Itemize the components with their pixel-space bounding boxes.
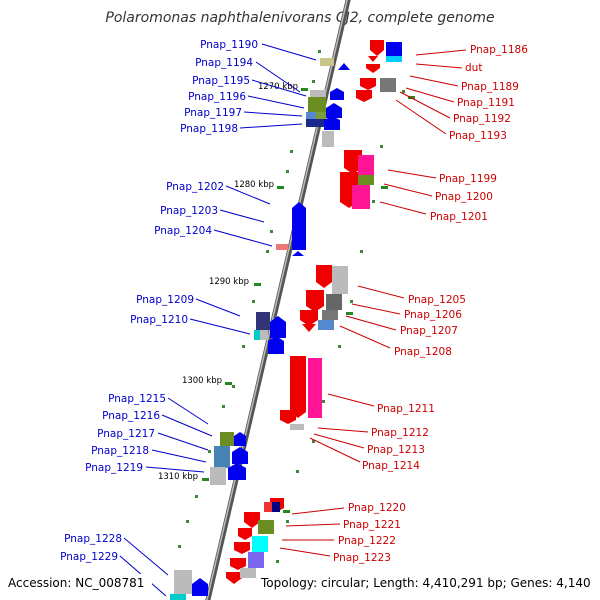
- gene-label[interactable]: Pnap_1190: [200, 39, 258, 51]
- gene-label[interactable]: Pnap_1211: [377, 403, 435, 415]
- gene-label[interactable]: Pnap_1193: [449, 130, 507, 142]
- genome-title: Polaromonas naphthalenivorans CJ2, compl…: [105, 10, 494, 26]
- gene-label[interactable]: dut: [465, 62, 482, 74]
- tick-label-1280: 1280 kbp: [234, 180, 274, 190]
- gene-label[interactable]: Pnap_1194: [195, 57, 253, 69]
- gene-label[interactable]: Pnap_1200: [435, 191, 493, 203]
- gene-label[interactable]: Pnap_1214: [362, 460, 420, 472]
- gene-label[interactable]: Pnap_1206: [404, 309, 462, 321]
- gene-label[interactable]: Pnap_1222: [338, 535, 396, 547]
- gene-label[interactable]: Pnap_1198: [180, 123, 238, 135]
- gene-label[interactable]: Pnap_1197: [184, 107, 242, 119]
- reverse-strand-genes: [226, 40, 402, 584]
- forward-gene-labels: Pnap_1190 Pnap_1194 Pnap_1195 Pnap_1196 …: [60, 39, 317, 597]
- tick-label-1300: 1300 kbp: [182, 376, 222, 386]
- gene-label[interactable]: Pnap_1196: [188, 91, 246, 103]
- gene-label[interactable]: Pnap_1208: [394, 346, 452, 358]
- gene-label[interactable]: Pnap_1186: [470, 44, 528, 56]
- topology-text: Topology: circular; Length: 4,410,291 bp…: [260, 576, 591, 590]
- forward-strand-genes: [170, 58, 350, 600]
- gene-label[interactable]: Pnap_1221: [343, 519, 401, 531]
- gc-track-dots: [178, 44, 405, 563]
- gene-label[interactable]: Pnap_1203: [160, 205, 218, 217]
- gene-label[interactable]: Pnap_1213: [367, 444, 425, 456]
- gene-label[interactable]: Pnap_1210: [130, 314, 188, 326]
- gene-label[interactable]: Pnap_1205: [408, 294, 466, 306]
- gene-label[interactable]: Pnap_1192: [453, 113, 511, 125]
- gene-label[interactable]: Pnap_1207: [400, 325, 458, 337]
- gene-label[interactable]: Pnap_1209: [136, 294, 194, 306]
- gene-label[interactable]: Pnap_1229: [60, 551, 118, 563]
- gene-label[interactable]: Pnap_1217: [97, 428, 155, 440]
- gene-label[interactable]: Pnap_1191: [457, 97, 515, 109]
- gene-label[interactable]: Pnap_1220: [348, 502, 406, 514]
- tick-label-1310: 1310 kbp: [158, 472, 198, 482]
- gene-label[interactable]: Pnap_1202: [166, 181, 224, 193]
- gene-label[interactable]: Pnap_1219: [85, 462, 143, 474]
- gene-label[interactable]: Pnap_1189: [461, 81, 519, 93]
- gene-label[interactable]: Pnap_1199: [439, 173, 497, 185]
- gene-label[interactable]: Pnap_1215: [108, 393, 166, 405]
- gene-label[interactable]: Pnap_1212: [371, 427, 429, 439]
- gene-label[interactable]: Pnap_1195: [192, 75, 250, 87]
- gene-label[interactable]: Pnap_1216: [102, 410, 160, 422]
- gene-label[interactable]: Pnap_1218: [91, 445, 149, 457]
- gene-label[interactable]: Pnap_1204: [154, 225, 212, 237]
- gene-label[interactable]: Pnap_1228: [64, 533, 122, 545]
- tick-label-1270: 1270 kbp: [258, 82, 298, 92]
- reverse-gene-labels: Pnap_1186 dut Pnap_1189 Pnap_1191 Pnap_1…: [279, 44, 528, 564]
- tick-label-1290: 1290 kbp: [209, 277, 249, 287]
- accession-backdrop: [4, 574, 152, 592]
- topology-backdrop: [258, 574, 596, 592]
- gene-label[interactable]: Pnap_1201: [430, 211, 488, 223]
- accession-text: Accession: NC_008781: [8, 576, 144, 590]
- gene-label[interactable]: Pnap_1223: [333, 552, 391, 564]
